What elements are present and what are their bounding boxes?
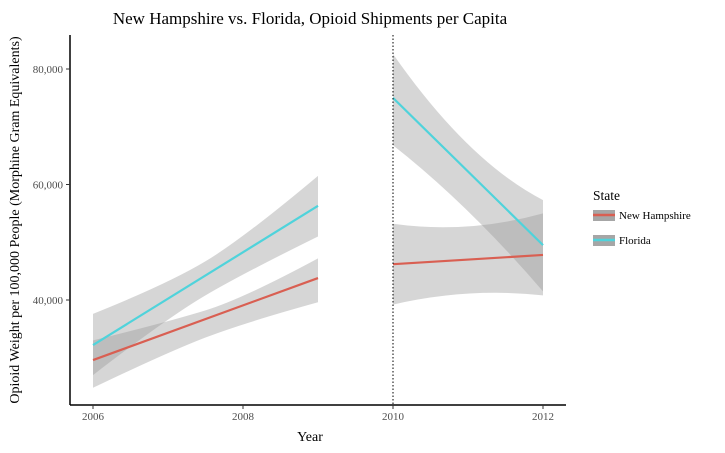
legend-label: New Hampshire [619,210,691,222]
trend-line-florida-1 [392,97,544,246]
x-tick-label: 2008 [232,411,255,423]
x-ticks: 2006 2008 2010 2012 [82,405,554,423]
x-tick-label: 2006 [82,411,105,423]
y-axis-title: Opioid Weight per 100,000 People (Morphi… [8,36,23,404]
ci-band-new-hampshire-0 [93,258,318,388]
y-tick-label: 60,000 [33,180,64,192]
y-ticks: 40,000 60,000 80,000 [33,64,70,307]
series-lines [92,97,544,362]
legend-title: State [593,188,620,203]
trend-line-new-hampshire-1 [392,253,544,266]
chart-title: New Hampshire vs. Florida, Opioid Shipme… [113,9,508,28]
legend: State New Hampshire Florida [593,188,691,247]
y-tick-label: 80,000 [33,64,64,76]
x-tick-label: 2010 [382,411,405,423]
trend-line-new-hampshire-0 [92,277,319,362]
x-axis-title: Year [297,430,323,445]
axes [69,35,566,406]
confidence-bands [93,53,543,388]
x-tick-label: 2012 [532,411,554,423]
y-tick-label: 40,000 [33,295,64,307]
legend-label: Florida [619,235,651,247]
trend-line-florida-0 [92,204,319,346]
